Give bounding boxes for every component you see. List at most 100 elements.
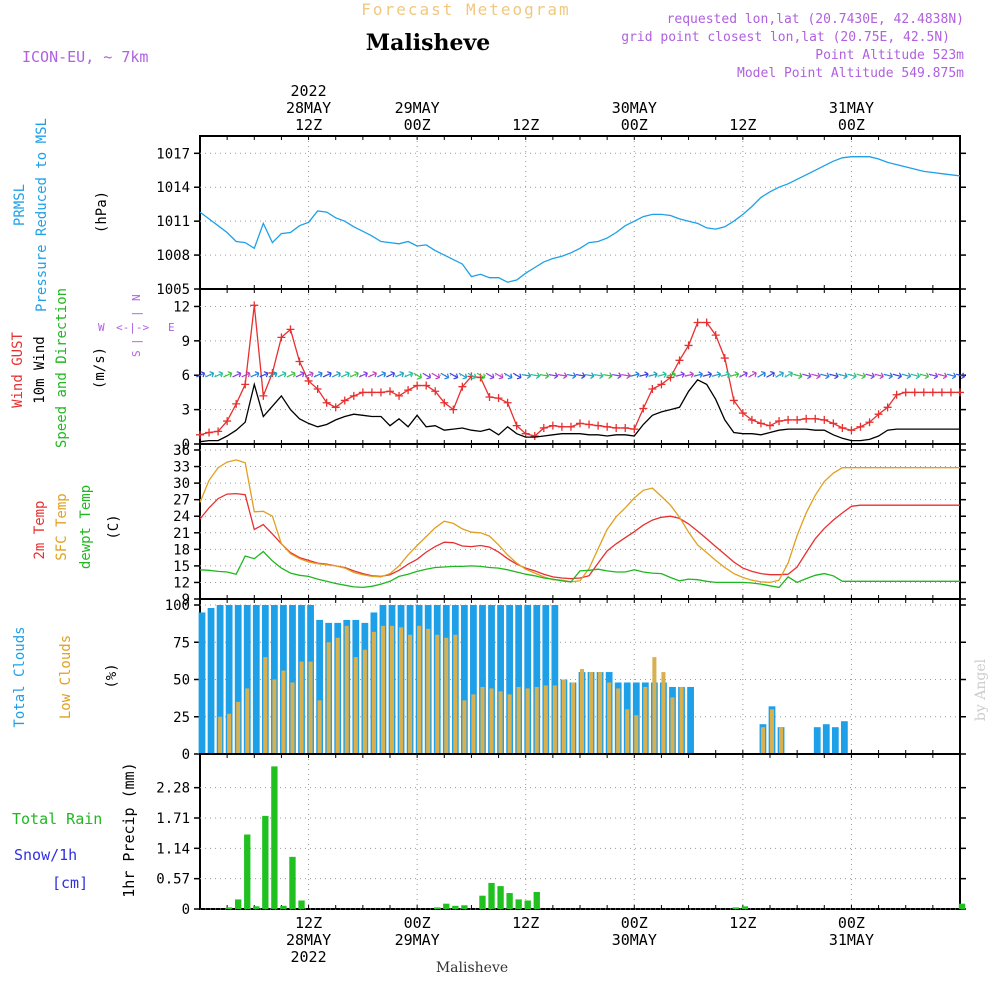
wind-direction-arrow <box>784 371 794 378</box>
bottom-axis-label: 31MAY <box>829 931 874 949</box>
gust-marker <box>594 421 603 430</box>
low-cloud-bar <box>779 727 784 754</box>
low-cloud-bar <box>389 625 395 754</box>
low-cloud-bar <box>417 625 422 754</box>
total-cloud-bar <box>840 721 848 754</box>
rain-bar <box>244 834 251 909</box>
wind-direction-arrow <box>431 372 441 380</box>
wind-arrow-shape <box>874 372 884 380</box>
model-label: ICON-EU, ~ 7km <box>22 48 148 66</box>
wind-arrow-shape <box>368 371 378 378</box>
rain-bar <box>506 893 513 909</box>
wind-arrow-shape <box>358 371 368 378</box>
wind-arrow-shape <box>548 372 559 380</box>
label-snow-unit: [cm] <box>52 874 88 892</box>
model-altitude: Model Point Altitude 549.875m <box>737 66 964 81</box>
gust-marker <box>530 431 539 440</box>
gust-marker <box>811 414 820 423</box>
wind-direction-arrow <box>259 371 269 378</box>
gust-marker <box>485 393 494 402</box>
low-cloud-bar <box>408 634 413 754</box>
wind-direction-arrow <box>630 371 640 378</box>
gust-marker <box>621 423 630 432</box>
wind-arrow-shape <box>521 372 532 380</box>
pressure-ytick-label: 1014 <box>156 180 190 196</box>
low-cloud-bar <box>317 700 322 754</box>
wind-series-wind-gust <box>199 305 960 437</box>
temperature-ytick-label: 27 <box>173 493 190 509</box>
wind-arrow-shape <box>928 372 939 380</box>
wind-arrow-shape <box>919 372 930 380</box>
gust-marker <box>937 388 946 397</box>
low-cloud-bar <box>534 686 539 754</box>
wind-direction-arrow <box>720 371 731 378</box>
wind-direction-arrow <box>874 372 884 380</box>
low-cloud-bar <box>263 657 268 754</box>
wind-ytick-label: 3 <box>182 403 190 419</box>
temperature-ytick-label: 12 <box>173 575 190 591</box>
wind-direction-arrow <box>748 371 757 378</box>
low-cloud-bar <box>625 709 630 754</box>
wind-direction-arrow <box>476 372 486 380</box>
wind-direction-arrow <box>820 372 830 380</box>
gust-marker <box>585 420 594 429</box>
wind-arrow-shape <box>557 372 568 380</box>
wind-arrow-shape <box>277 371 287 378</box>
wind-arrow-shape <box>856 372 866 380</box>
wind-direction-arrow <box>693 371 703 378</box>
wind-direction-arrow <box>757 371 766 378</box>
low-cloud-bar <box>579 669 585 754</box>
wind-direction-arrow <box>340 371 350 378</box>
wind-direction-arrow <box>639 371 649 378</box>
low-cloud-bar <box>507 694 512 754</box>
total-cloud-bar <box>252 605 260 754</box>
wind-arrow-shape <box>286 371 296 378</box>
top-axis-label: 00Z <box>838 116 865 134</box>
total-cloud-bar <box>225 605 233 754</box>
wind-arrow-shape <box>331 371 341 378</box>
top-axis-label: 31MAY <box>829 99 874 117</box>
wind-arrow-shape <box>377 371 387 378</box>
gust-marker <box>756 419 765 428</box>
wind-arrow-shape <box>793 372 803 380</box>
bottom-axis-label: 00Z <box>621 914 648 932</box>
wind-direction-arrow <box>530 372 541 380</box>
gust-marker <box>901 388 910 397</box>
wind-direction-arrow <box>603 372 613 380</box>
credit-watermark: by Angel <box>973 658 989 721</box>
gust-marker <box>214 427 223 436</box>
wind-direction-arrow <box>494 372 504 380</box>
wind-direction-arrow <box>331 371 341 378</box>
label-clouds-unit: (%) <box>104 663 120 688</box>
total-cloud-bar <box>216 605 224 754</box>
wind-arrow-shape <box>684 371 694 378</box>
top-axis-label: 2022 <box>291 82 327 100</box>
gust-marker <box>404 386 413 395</box>
low-cloud-bar <box>552 685 557 754</box>
temperature-ytick-label: 18 <box>173 542 190 558</box>
low-cloud-bar <box>643 686 648 754</box>
point-altitude: Point Altitude 523m <box>815 48 964 63</box>
gust-marker <box>775 417 784 426</box>
temperature-ytick-label: 21 <box>173 526 190 542</box>
gust-marker <box>277 333 286 342</box>
clouds-ytick-label: 100 <box>165 598 190 614</box>
top-axis-label: 30MAY <box>612 99 657 117</box>
temperature-ytick-label: 30 <box>173 476 190 492</box>
wind-direction-arrow <box>304 371 314 378</box>
precip-ytick-label: 1.14 <box>156 841 190 857</box>
low-cloud-bar <box>362 649 367 754</box>
low-cloud-bar <box>661 672 666 754</box>
wind-direction-arrow <box>512 372 522 380</box>
wind-arrow-shape <box>603 372 613 380</box>
wind-direction-arrow <box>467 372 477 380</box>
low-cloud-bar <box>760 727 765 754</box>
wind-direction-arrow <box>521 372 532 380</box>
gust-marker <box>205 428 214 437</box>
wind-arrow-shape <box>295 371 305 378</box>
wind-direction-arrow <box>585 372 595 380</box>
low-cloud-bar <box>218 716 223 754</box>
bottom-axis-label: 00Z <box>404 914 431 932</box>
total-cloud-bar <box>470 605 477 754</box>
wind-arrow-shape <box>485 372 495 380</box>
